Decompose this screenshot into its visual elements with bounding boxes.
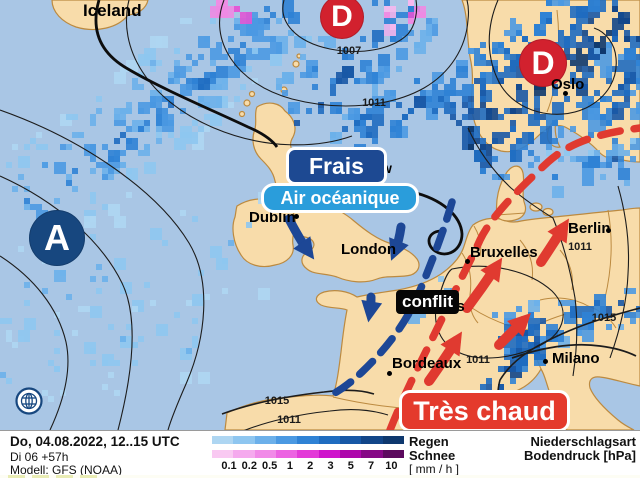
cold-front-dashed (322, 198, 456, 402)
city-label-oslo: Oslo (551, 76, 585, 93)
weather-map: Iceland DDADublinLondonBruxellesParisBor… (0, 0, 640, 432)
snow-label: Schnee (409, 448, 456, 463)
snow-scale-segment (233, 450, 255, 458)
scale-tick: 2 (307, 460, 314, 472)
city-dot-dublin (294, 214, 299, 219)
scale-tick: 5 (347, 460, 354, 472)
snow-scale-segment (297, 450, 319, 458)
cold-air-arrow (361, 292, 383, 323)
rain-scale-segment (339, 436, 362, 444)
rain-scale-segment (254, 436, 276, 444)
city-dot-berlin (606, 228, 611, 233)
scale-tick: 0.1 (221, 460, 237, 472)
pressure-symbol-d: D (519, 39, 567, 87)
city-dot-milano (543, 359, 548, 364)
city-label-bruxelles: Bruxelles (470, 244, 538, 261)
snow-scale-segment (382, 450, 404, 458)
model-name-label: Modell: GFS (NOAA) (10, 463, 123, 477)
flow-arrows (284, 214, 569, 386)
rain-scale-segment (318, 436, 340, 444)
city-dot-bordeaux (387, 371, 392, 376)
city-label-berlin: Berlin (568, 220, 611, 237)
snow-scale-segment (212, 450, 234, 458)
warm-air-arrow (494, 313, 531, 350)
footer-bar: Do, 04.08.2022, 12..15 UTC Di 06 +57h Mo… (0, 430, 640, 478)
city-dot-oslo (563, 91, 568, 96)
region-label-iceland: Iceland (83, 1, 142, 20)
scale-tick: 10 (385, 460, 398, 472)
rain-scale-segment (275, 436, 298, 444)
valid-time-label: Do, 04.08.2022, 12..15 UTC (10, 434, 180, 449)
annotation-conflit: conflit (396, 290, 459, 314)
black-fronts (94, 0, 464, 256)
precipitation-pixels (0, 0, 640, 408)
warm-air-arrow (462, 257, 503, 313)
cropped-bottom-strip (0, 475, 640, 478)
rain-scale-segment (212, 436, 234, 444)
snow-scale-segment (275, 450, 298, 458)
rain-color-scale (212, 436, 404, 444)
city-label-london: London (341, 241, 396, 258)
city-label-dublin: Dublin (249, 209, 296, 226)
warm-air-arrow (536, 218, 569, 267)
scale-tick: 3 (327, 460, 334, 472)
isobar-label-1015: 1015 (264, 395, 290, 407)
snow-scale-segment (361, 450, 383, 458)
pressure-symbol-d: D (320, 0, 364, 39)
rain-scale-segment (382, 436, 404, 444)
annotation-tres-chaud: Très chaud (399, 390, 570, 432)
cold-air-arrow (389, 222, 409, 261)
precip-type-title: Niederschlagsart (530, 434, 637, 449)
city-label-milano: Milano (552, 350, 600, 367)
rain-scale-segment (361, 436, 383, 444)
scale-tick-labels: 0.1 0.2 0.5 1 2 3 5 7 10 (0, 460, 640, 472)
isobar-label-1011: 1011 (277, 414, 301, 426)
scale-tick: 1 (286, 460, 293, 472)
scale-tick: 7 (368, 460, 375, 472)
rain-label: Regen (409, 434, 449, 449)
warm-air-arrow (424, 331, 463, 386)
isobar-label-1011: 1011 (362, 97, 386, 109)
scale-tick: 0.2 (241, 460, 257, 472)
provider-globe-logo (15, 387, 43, 415)
snow-scale-segment (318, 450, 340, 458)
annotation-frais: Frais (286, 147, 387, 185)
unit-label: [ mm / h ] (409, 462, 460, 476)
city-label-bordeaux: Bordeaux (392, 355, 462, 372)
city-dot-bruxelles (465, 259, 470, 264)
scale-tick: 0.5 (261, 460, 278, 472)
warm-front-dashed (386, 124, 640, 430)
cold-air-arrow (284, 214, 315, 260)
isobar-label-1007: 1007 (336, 45, 362, 57)
isobar-label-1011: 1011 (466, 354, 490, 366)
model-run-label: Di 06 +57h (10, 450, 69, 464)
snow-scale-segment (254, 450, 276, 458)
pressure-symbol-a: A (29, 210, 85, 266)
rain-scale-segment (233, 436, 255, 444)
isobar-label-1011: 1011 (568, 241, 592, 253)
isobar-label-1015: 1015 (591, 312, 617, 324)
annotation-air-oceanique: Air océanique (261, 183, 419, 213)
snow-scale-segment (339, 450, 362, 458)
snow-color-scale (212, 450, 404, 458)
pressure-unit-title: Bodendruck [hPa] (524, 448, 636, 463)
rain-scale-segment (297, 436, 319, 444)
isobars (0, 0, 640, 430)
